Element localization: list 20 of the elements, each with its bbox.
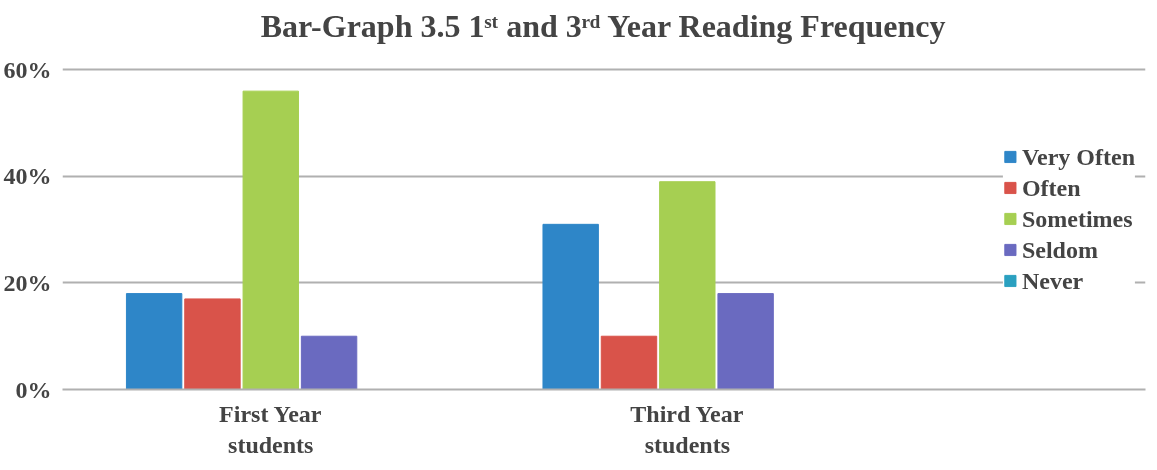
chart-title: Bar-Graph 3.5 1ˢᵗ and 3ʳᵈ Year Reading Frequency: [260, 7, 946, 44]
legend-label: Very Often: [1021, 143, 1135, 170]
bar: [125, 293, 183, 390]
bar: [717, 293, 774, 390]
legend-label: Never: [1021, 267, 1084, 294]
legend-label: Often: [1021, 174, 1081, 201]
y-tick-label: 0%: [15, 376, 52, 403]
bar: [600, 335, 658, 390]
bar: [542, 223, 599, 390]
y-tick-label: 20%: [3, 269, 52, 296]
x-tick-label: Third Year students: [630, 400, 744, 458]
bar: [659, 181, 716, 390]
legend-label: Sometimes: [1021, 205, 1133, 232]
bar: [184, 298, 241, 390]
x-tick-label: First Year students: [219, 400, 322, 458]
y-tick-label: 60%: [3, 56, 52, 83]
bar: [300, 335, 358, 390]
legend-label: Seldom: [1021, 236, 1098, 263]
y-tick-label: 40%: [3, 163, 52, 190]
bar: [242, 90, 299, 390]
